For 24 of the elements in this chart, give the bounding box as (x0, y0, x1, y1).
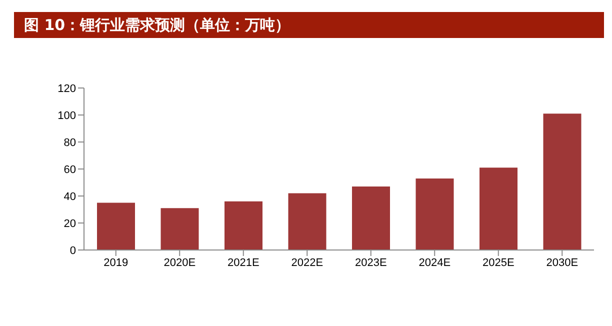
x-tick-label: 2020E (164, 256, 196, 269)
y-tick-label: 80 (64, 136, 76, 149)
x-tick-label: 2030E (546, 256, 578, 269)
x-tick-label: 2022E (291, 256, 324, 269)
bar (160, 208, 199, 250)
y-tick-label: 0 (70, 244, 76, 257)
x-tick-label: 2021E (227, 256, 260, 269)
x-tick-label: 2019 (104, 256, 128, 269)
y-tick-label: 20 (64, 218, 76, 230)
bar (480, 168, 518, 250)
chart-title: 图 10：锂行业需求预测（单位：万吨） (14, 12, 604, 38)
y-tick-label: 60 (64, 164, 76, 176)
x-tick-label: 2023E (354, 256, 387, 269)
bar (543, 114, 582, 250)
bar (224, 201, 262, 250)
bar (416, 178, 454, 250)
x-tick-label: 2025E (482, 256, 514, 269)
bar (352, 186, 390, 250)
y-tick-label: 120 (58, 82, 76, 95)
y-tick-label: 100 (58, 110, 76, 122)
x-tick-label: 2024E (418, 256, 451, 269)
y-tick-label: 40 (64, 190, 76, 203)
bar (97, 202, 135, 250)
bar (288, 193, 326, 250)
